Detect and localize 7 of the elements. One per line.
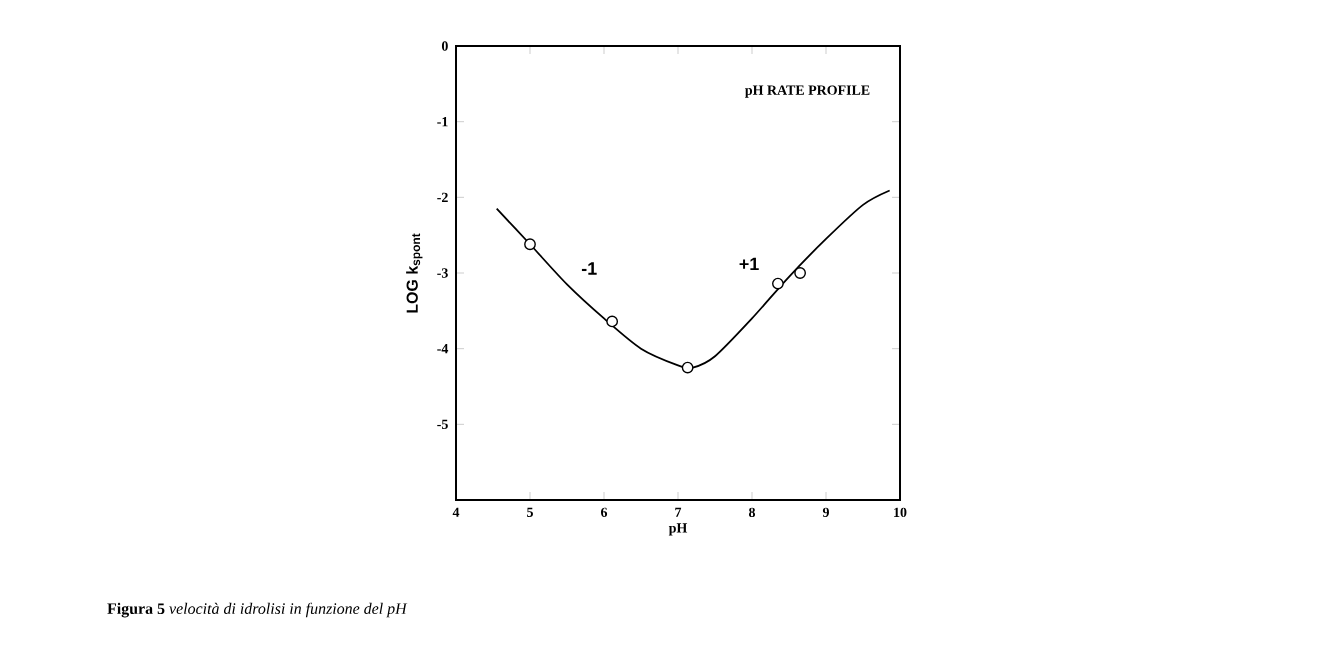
point xyxy=(772,277,784,290)
point xyxy=(681,361,694,374)
point xyxy=(524,238,536,251)
annotation: -1 xyxy=(581,262,597,275)
point xyxy=(794,267,806,279)
point xyxy=(606,315,619,328)
annotation: +1 xyxy=(739,257,759,271)
